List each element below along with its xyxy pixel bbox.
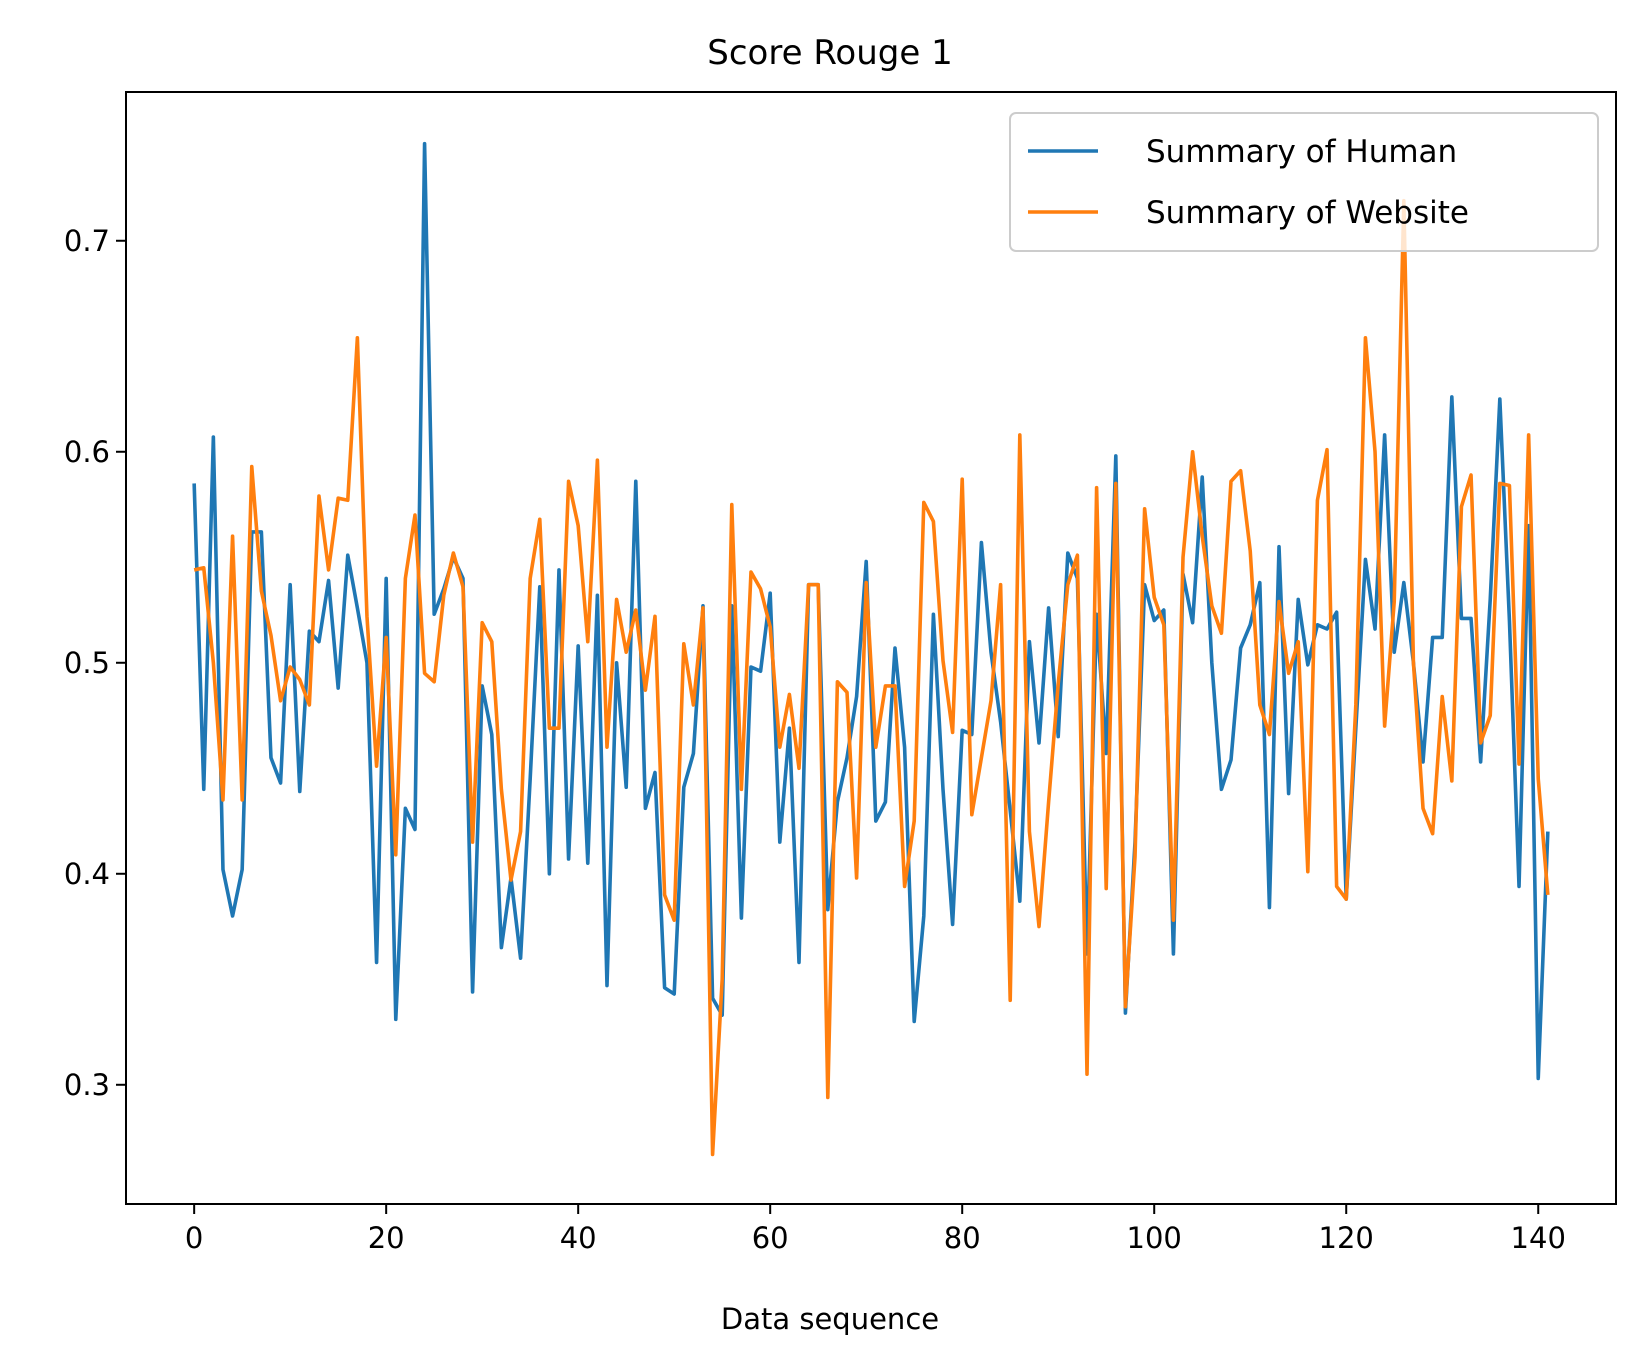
legend: Summary of Human Summary of Website: [1009, 112, 1599, 252]
series-line-0: [192, 141, 1550, 1081]
x-tick-label: 80: [944, 1221, 981, 1255]
series-line-1: [193, 198, 1550, 1157]
x-tick-label: 0: [185, 1221, 203, 1255]
plot-area: [125, 91, 1617, 1205]
legend-label-1: Summary of Website: [1146, 195, 1469, 231]
x-tick-label: 140: [1511, 1221, 1566, 1255]
y-axis-ticks: 0.3 0.4 0.5 0.6 0.7: [64, 224, 126, 1102]
y-tick-label: 0.3: [64, 1068, 110, 1102]
y-tick-label: 0.6: [64, 435, 110, 469]
x-axis-ticks: 0 20 40 60 80 100 120 140: [185, 1204, 1566, 1255]
y-tick-label: 0.7: [64, 224, 110, 258]
x-tick-label: 120: [1319, 1221, 1374, 1255]
x-tick-label: 60: [752, 1221, 789, 1255]
x-axis-label: Data sequence: [721, 1302, 939, 1336]
y-tick-label: 0.5: [64, 646, 110, 680]
y-tick-label: 0.4: [64, 857, 110, 891]
axes-frame: [125, 91, 1617, 1205]
x-tick-label: 40: [560, 1221, 597, 1255]
chart-title: Score Rouge 1: [707, 33, 952, 73]
x-tick-label: 20: [368, 1221, 405, 1255]
legend-box: [1009, 112, 1599, 252]
x-tick-label: 100: [1127, 1221, 1182, 1255]
legend-label-0: Summary of Human: [1146, 134, 1457, 170]
